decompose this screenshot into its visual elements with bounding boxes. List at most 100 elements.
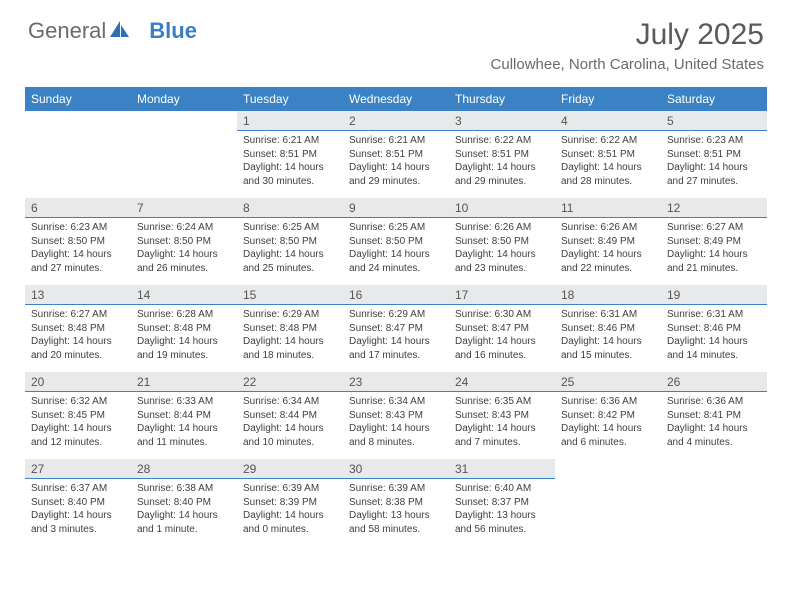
sunrise-label: Sunrise: xyxy=(349,135,388,146)
sunset-label: Sunset: xyxy=(349,236,386,247)
calendar-cell: 15Sunrise: 6:29 AMSunset: 8:48 PMDayligh… xyxy=(237,285,343,372)
daylight-label: Daylight: xyxy=(137,249,179,260)
month-title: July 2025 xyxy=(491,18,764,52)
weekday-header: Thursday xyxy=(449,87,555,111)
sunset-value: 8:48 PM xyxy=(174,323,211,334)
day-number: 5 xyxy=(661,111,767,131)
daylight-label: Daylight: xyxy=(243,423,285,434)
sunset-value: 8:39 PM xyxy=(280,497,317,508)
sunset-value: 8:51 PM xyxy=(704,149,741,160)
daylight-label: Daylight: xyxy=(137,510,179,521)
sunset-value: 8:50 PM xyxy=(386,236,423,247)
daylight-label: Daylight: xyxy=(349,510,391,521)
day-number: 23 xyxy=(343,372,449,392)
day-number: 26 xyxy=(661,372,767,392)
sunset-value: 8:51 PM xyxy=(492,149,529,160)
sunrise-label: Sunrise: xyxy=(137,396,176,407)
weekday-header-row: SundayMondayTuesdayWednesdayThursdayFrid… xyxy=(25,87,767,111)
calendar-row: 13Sunrise: 6:27 AMSunset: 8:48 PMDayligh… xyxy=(25,285,767,372)
sunset-value: 8:44 PM xyxy=(174,410,211,421)
sunset-value: 8:46 PM xyxy=(598,323,635,334)
day-number: 31 xyxy=(449,459,555,479)
calendar-row: 20Sunrise: 6:32 AMSunset: 8:45 PMDayligh… xyxy=(25,372,767,459)
sunset-value: 8:44 PM xyxy=(280,410,317,421)
daylight-label: Daylight: xyxy=(667,423,709,434)
day-number: 28 xyxy=(131,459,237,479)
day-number: 6 xyxy=(25,198,131,218)
sunrise-value: 6:29 AM xyxy=(282,309,319,320)
day-number: 11 xyxy=(555,198,661,218)
daylight-label: Daylight: xyxy=(455,510,497,521)
title-block: July 2025 Cullowhee, North Carolina, Uni… xyxy=(491,18,764,73)
daylight-label: Daylight: xyxy=(667,336,709,347)
sunrise-value: 6:28 AM xyxy=(176,309,213,320)
sunrise-value: 6:25 AM xyxy=(282,222,319,233)
sunrise-label: Sunrise: xyxy=(31,309,70,320)
calendar-cell: 19Sunrise: 6:31 AMSunset: 8:46 PMDayligh… xyxy=(661,285,767,372)
calendar-cell: 6Sunrise: 6:23 AMSunset: 8:50 PMDaylight… xyxy=(25,198,131,285)
day-data: Sunrise: 6:22 AMSunset: 8:51 PMDaylight:… xyxy=(555,131,661,198)
sunset-label: Sunset: xyxy=(455,410,492,421)
calendar-body: 0 0 1Sunrise: 6:21 AMSunset: 8:51 PMDayl… xyxy=(25,111,767,546)
sunrise-label: Sunrise: xyxy=(667,222,706,233)
sunset-label: Sunset: xyxy=(349,497,386,508)
sunset-label: Sunset: xyxy=(349,410,386,421)
day-number: 7 xyxy=(131,198,237,218)
sunrise-value: 6:26 AM xyxy=(600,222,637,233)
daylight-label: Daylight: xyxy=(561,336,603,347)
sunrise-value: 6:23 AM xyxy=(70,222,107,233)
daylight-label: Daylight: xyxy=(31,510,73,521)
sunrise-label: Sunrise: xyxy=(243,135,282,146)
calendar-cell: 22Sunrise: 6:34 AMSunset: 8:44 PMDayligh… xyxy=(237,372,343,459)
sunrise-label: Sunrise: xyxy=(561,396,600,407)
sunrise-value: 6:34 AM xyxy=(282,396,319,407)
sunset-value: 8:50 PM xyxy=(280,236,317,247)
day-number: 17 xyxy=(449,285,555,305)
day-data: Sunrise: 6:23 AMSunset: 8:50 PMDaylight:… xyxy=(25,218,131,285)
weekday-header: Saturday xyxy=(661,87,767,111)
calendar-cell: 7Sunrise: 6:24 AMSunset: 8:50 PMDaylight… xyxy=(131,198,237,285)
calendar-cell: 4Sunrise: 6:22 AMSunset: 8:51 PMDaylight… xyxy=(555,111,661,198)
calendar-cell: 11Sunrise: 6:26 AMSunset: 8:49 PMDayligh… xyxy=(555,198,661,285)
calendar-cell: 1Sunrise: 6:21 AMSunset: 8:51 PMDaylight… xyxy=(237,111,343,198)
sunrise-label: Sunrise: xyxy=(31,396,70,407)
day-data: Sunrise: 6:21 AMSunset: 8:51 PMDaylight:… xyxy=(343,131,449,198)
calendar-cell: 3Sunrise: 6:22 AMSunset: 8:51 PMDaylight… xyxy=(449,111,555,198)
daylight-label: Daylight: xyxy=(243,336,285,347)
sunset-label: Sunset: xyxy=(243,323,280,334)
day-number: 29 xyxy=(237,459,343,479)
sunset-label: Sunset: xyxy=(667,149,704,160)
calendar-cell: 23Sunrise: 6:34 AMSunset: 8:43 PMDayligh… xyxy=(343,372,449,459)
sunset-label: Sunset: xyxy=(137,410,174,421)
day-number: 9 xyxy=(343,198,449,218)
calendar-cell: 9Sunrise: 6:25 AMSunset: 8:50 PMDaylight… xyxy=(343,198,449,285)
logo-text-1: General xyxy=(28,18,106,44)
sunrise-value: 6:36 AM xyxy=(706,396,743,407)
sunrise-value: 6:22 AM xyxy=(600,135,637,146)
sunrise-label: Sunrise: xyxy=(349,483,388,494)
day-data: Sunrise: 6:30 AMSunset: 8:47 PMDaylight:… xyxy=(449,305,555,372)
calendar-table: SundayMondayTuesdayWednesdayThursdayFrid… xyxy=(25,87,767,546)
daylight-label: Daylight: xyxy=(137,423,179,434)
day-data: Sunrise: 6:27 AMSunset: 8:48 PMDaylight:… xyxy=(25,305,131,372)
logo: General Blue xyxy=(28,18,197,44)
sunrise-value: 6:31 AM xyxy=(706,309,743,320)
day-data: Sunrise: 6:25 AMSunset: 8:50 PMDaylight:… xyxy=(237,218,343,285)
sunrise-label: Sunrise: xyxy=(561,135,600,146)
sunrise-value: 6:37 AM xyxy=(70,483,107,494)
day-data: Sunrise: 6:21 AMSunset: 8:51 PMDaylight:… xyxy=(237,131,343,198)
day-number: 19 xyxy=(661,285,767,305)
daylight-label: Daylight: xyxy=(243,249,285,260)
calendar-cell: 29Sunrise: 6:39 AMSunset: 8:39 PMDayligh… xyxy=(237,459,343,546)
day-number: 20 xyxy=(25,372,131,392)
sunset-label: Sunset: xyxy=(243,236,280,247)
calendar-cell: 17Sunrise: 6:30 AMSunset: 8:47 PMDayligh… xyxy=(449,285,555,372)
calendar-cell: 26Sunrise: 6:36 AMSunset: 8:41 PMDayligh… xyxy=(661,372,767,459)
day-data: Sunrise: 6:34 AMSunset: 8:43 PMDaylight:… xyxy=(343,392,449,459)
sunset-value: 8:43 PM xyxy=(492,410,529,421)
calendar-cell: 30Sunrise: 6:39 AMSunset: 8:38 PMDayligh… xyxy=(343,459,449,546)
day-data: Sunrise: 6:39 AMSunset: 8:38 PMDaylight:… xyxy=(343,479,449,546)
day-data: Sunrise: 6:39 AMSunset: 8:39 PMDaylight:… xyxy=(237,479,343,546)
sunrise-label: Sunrise: xyxy=(349,396,388,407)
sunset-label: Sunset: xyxy=(349,149,386,160)
